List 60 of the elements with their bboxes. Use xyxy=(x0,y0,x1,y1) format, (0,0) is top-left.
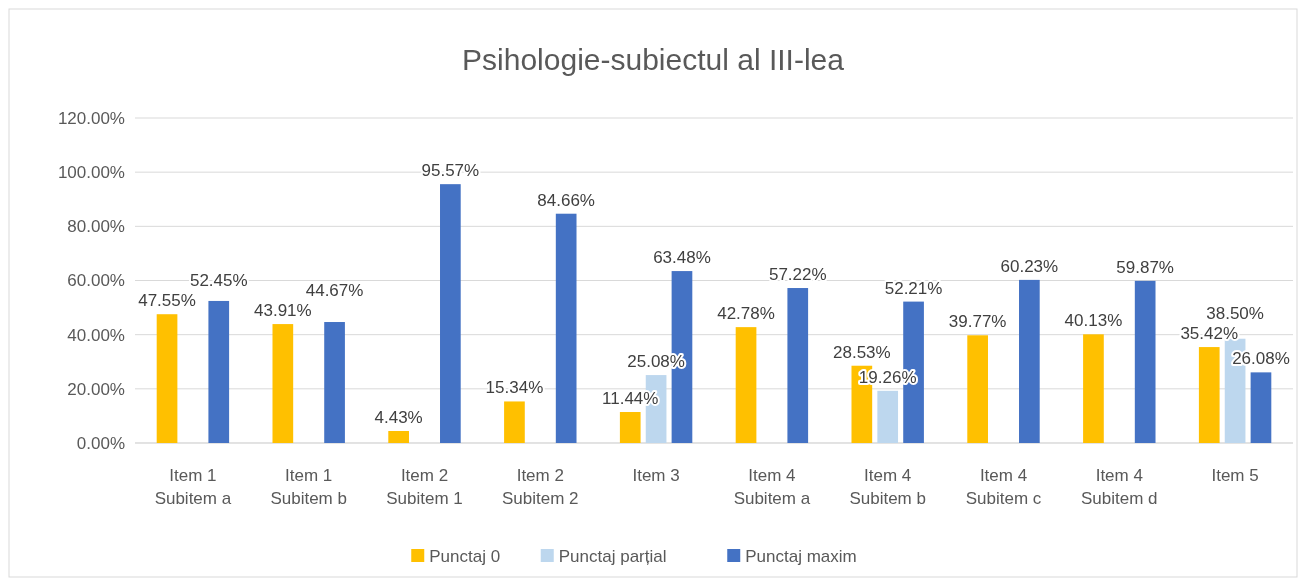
x-tick-label: Item 1 Subitem a xyxy=(154,466,232,508)
bar xyxy=(967,335,988,443)
data-label: 95.57% xyxy=(421,161,480,181)
x-tick-label: Item 5 xyxy=(1211,466,1259,485)
data-label: 15.34% xyxy=(485,378,544,398)
data-label: 60.23% xyxy=(1000,256,1059,276)
x-tick-label: Item 1 Subitem b xyxy=(270,466,347,508)
y-tick-label: 0.00% xyxy=(76,433,125,453)
x-tick-label: Item 4 Subitem c xyxy=(965,466,1042,508)
data-label: 52.45% xyxy=(189,271,248,291)
legend-label: Punctaj parțial xyxy=(558,546,667,566)
y-tick-label: 80.00% xyxy=(67,217,125,237)
bar xyxy=(787,288,809,443)
bar xyxy=(208,300,230,443)
data-label: 57.22% xyxy=(768,265,827,285)
chart-title: Psihologie-subiectul al III-lea xyxy=(462,43,845,76)
data-label: 63.48% xyxy=(653,248,711,268)
legend-label: Punctaj maxim xyxy=(745,546,857,566)
y-tick-label: 120.00% xyxy=(57,108,125,128)
bar xyxy=(619,412,641,443)
data-label: 39.77% xyxy=(948,312,1007,332)
data-label: 43.91% xyxy=(254,301,312,321)
bar xyxy=(877,390,899,443)
x-tick-label: Item 2 Subitem 2 xyxy=(502,466,579,508)
x-tick-label: Item 4 Subitem d xyxy=(1081,466,1158,508)
y-tick-label: 100.00% xyxy=(57,163,125,183)
bar xyxy=(156,314,178,443)
y-tick-label: 20.00% xyxy=(67,379,125,399)
data-label: 47.55% xyxy=(138,291,196,311)
data-label: 44.67% xyxy=(305,281,364,301)
bar xyxy=(735,327,757,443)
x-tick-label: Item 4 Subitem a xyxy=(733,466,811,508)
data-label: 26.08% xyxy=(1232,349,1290,369)
bar xyxy=(555,213,577,443)
bar xyxy=(504,401,525,443)
data-label: 11.44% xyxy=(602,389,659,409)
bar xyxy=(272,324,294,443)
legend-label: Punctaj 0 xyxy=(429,546,501,566)
x-tick-label: Item 4 Subitem b xyxy=(849,466,926,508)
bar xyxy=(388,431,409,443)
data-label: 42.78% xyxy=(717,304,775,324)
data-label: 35.42% xyxy=(1180,324,1239,344)
bar xyxy=(1134,280,1156,443)
data-label: 4.43% xyxy=(374,408,423,427)
y-tick-label: 60.00% xyxy=(67,271,125,291)
data-label: 38.50% xyxy=(1206,304,1264,324)
bar xyxy=(1083,334,1104,443)
data-label: 40.13% xyxy=(1064,311,1123,331)
data-label: 84.66% xyxy=(537,190,595,210)
x-tick-label: Item 3 xyxy=(632,466,680,485)
bar xyxy=(1198,347,1220,443)
data-label: 59.87% xyxy=(1116,257,1174,277)
data-label: 28.53% xyxy=(833,342,891,362)
bar xyxy=(324,322,345,443)
y-tick-label: 40.00% xyxy=(67,325,125,345)
x-tick-label: Item 2 Subitem 1 xyxy=(386,466,463,508)
data-label: 52.21% xyxy=(884,278,943,298)
bar xyxy=(1019,279,1040,443)
bar xyxy=(1250,372,1272,443)
bar xyxy=(440,184,461,443)
